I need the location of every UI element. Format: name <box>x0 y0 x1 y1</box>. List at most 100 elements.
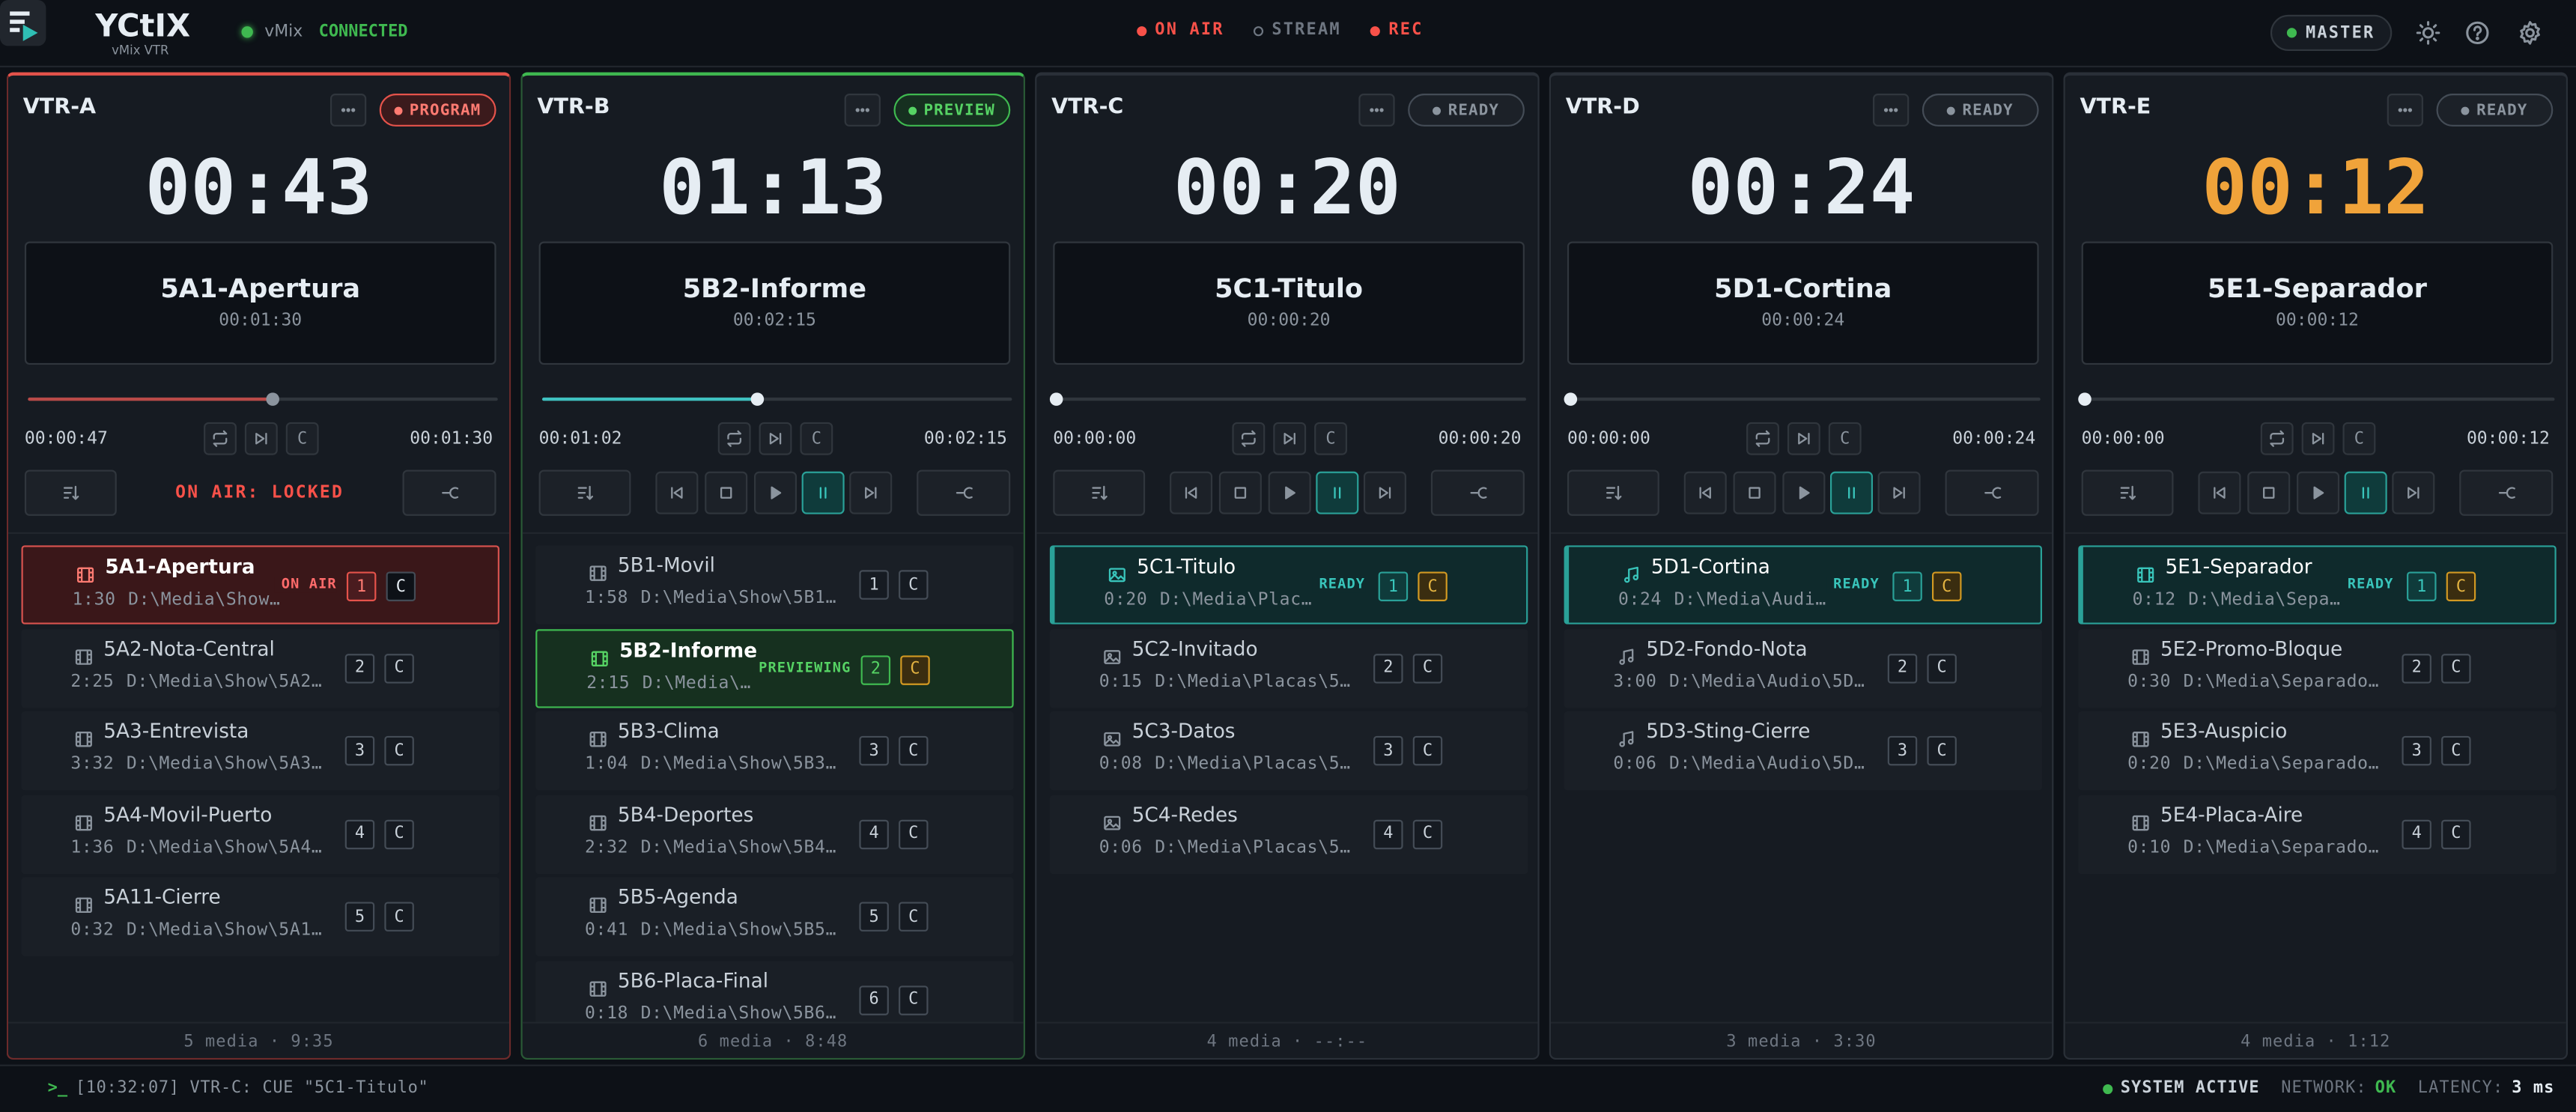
skip-button[interactable] <box>1363 471 1406 514</box>
playlist-item[interactable]: 5E3-Auspicio 0:20 D:\Media\Separado… 3 C <box>2078 711 2557 791</box>
progress-thumb[interactable] <box>1049 392 1063 406</box>
playlist-item[interactable]: 5E2-Promo-Bloque 0:30 D:\Media\Separado… 2 C <box>2078 628 2557 708</box>
item-cue-button[interactable]: C <box>2441 818 2471 849</box>
prev-button[interactable] <box>1170 471 1213 514</box>
item-cue-button[interactable]: C <box>899 985 929 1015</box>
playlist-item[interactable]: 5B3-Clima 1:04 D:\Media\Show\5B3… 3 C <box>535 711 1014 791</box>
prev-button[interactable] <box>1683 471 1727 514</box>
queue-button[interactable] <box>1053 470 1146 516</box>
skip-button[interactable] <box>244 422 278 455</box>
playlist-item[interactable]: 5E4-Placa-Aire 0:10 D:\Media\Separado… 4 C <box>2078 794 2557 874</box>
playlist-item[interactable]: 5C1-Titulo 0:20 D:\Media\Plac… READY 1 C <box>1049 545 1528 625</box>
item-cue-button[interactable]: C <box>1418 571 1448 601</box>
item-cue-button[interactable]: C <box>1927 653 1957 683</box>
item-cue-button[interactable]: C <box>899 818 929 849</box>
cut-button[interactable] <box>402 470 496 516</box>
item-cue-button[interactable]: C <box>1412 653 1443 683</box>
item-cue-button[interactable]: C <box>1412 735 1443 766</box>
item-cue-button[interactable]: C <box>1412 818 1443 849</box>
cut-button[interactable] <box>2459 470 2554 516</box>
prev-button[interactable] <box>2198 471 2241 514</box>
menu-button[interactable] <box>1873 94 1910 127</box>
stop-button[interactable] <box>1218 471 1262 514</box>
progress-thumb[interactable] <box>267 392 280 406</box>
theme-button[interactable] <box>2415 19 2441 46</box>
item-cue-button[interactable]: C <box>899 570 929 600</box>
playlist-item[interactable]: 5C2-Invitado 0:15 D:\Media\Placas\5… 2 C <box>1049 628 1528 708</box>
cut-button[interactable] <box>1945 470 2039 516</box>
play-button[interactable] <box>1782 471 1826 514</box>
cue-button[interactable]: C <box>1314 422 1347 455</box>
item-cue-button[interactable]: C <box>384 902 414 932</box>
playlist-item[interactable]: 5B1-Movil 1:58 D:\Media\Show\5B1… 1 C <box>535 545 1014 625</box>
skip-button[interactable] <box>2392 471 2435 514</box>
skip-button[interactable] <box>2301 422 2335 455</box>
skip-button[interactable] <box>759 422 792 455</box>
loop-button[interactable] <box>1746 422 1779 455</box>
cue-button[interactable]: C <box>800 422 833 455</box>
stop-button[interactable] <box>2247 471 2291 514</box>
playlist-item[interactable]: 5B5-Agenda 0:41 D:\Media\Show\5B5… 5 C <box>535 877 1014 956</box>
playlist-item[interactable]: 5B4-Deportes 2:32 D:\Media\Show\5B4… 4 C <box>535 794 1014 874</box>
skip-button[interactable] <box>1273 422 1307 455</box>
playlist-item[interactable]: 5A11-Cierre 0:32 D:\Media\Show\5A1… 5 C <box>21 877 499 956</box>
queue-button[interactable] <box>538 470 631 516</box>
menu-button[interactable] <box>844 94 881 127</box>
playlist-item[interactable]: 5A3-Entrevista 3:32 D:\Media\Show\5A3… 3 C <box>21 711 499 791</box>
cue-button[interactable]: C <box>2342 422 2376 455</box>
item-cue-button[interactable]: C <box>1927 735 1957 766</box>
item-cue-button[interactable]: C <box>386 571 416 601</box>
skip-button[interactable] <box>849 471 893 514</box>
item-cue-button[interactable]: C <box>900 654 930 684</box>
menu-button[interactable] <box>2387 94 2423 127</box>
menu-button[interactable] <box>329 94 367 127</box>
progress-thumb[interactable] <box>1564 392 1578 406</box>
skip-button[interactable] <box>1787 422 1820 455</box>
item-cue-button[interactable]: C <box>2441 735 2471 766</box>
cut-button[interactable] <box>1430 470 1525 516</box>
cut-button[interactable] <box>917 470 1011 516</box>
stop-button[interactable] <box>705 471 748 514</box>
queue-button[interactable] <box>24 470 117 516</box>
item-cue-button[interactable]: C <box>1932 571 1962 601</box>
settings-button[interactable] <box>2517 19 2543 46</box>
playlist-item[interactable]: 5B2-Informe 2:15 D:\Media\… PREVIEWING 2 C <box>535 628 1014 708</box>
item-cue-button[interactable]: C <box>2441 653 2471 683</box>
playlist-item[interactable]: 5D3-Sting-Cierre 0:06 D:\Media\Audio\5D… 3 C <box>1564 711 2042 791</box>
cue-button[interactable]: C <box>1828 422 1862 455</box>
item-cue-button[interactable]: C <box>384 818 414 849</box>
pause-button[interactable] <box>1829 471 1874 514</box>
loop-button[interactable] <box>204 422 237 455</box>
queue-button[interactable] <box>2081 470 2174 516</box>
item-cue-button[interactable]: C <box>384 735 414 766</box>
playlist-item[interactable]: 5E1-Separador 0:12 D:\Media\Sepa… READY 1 C <box>2078 545 2557 625</box>
item-cue-button[interactable]: C <box>899 735 929 766</box>
pause-button[interactable] <box>801 471 845 514</box>
loop-button[interactable] <box>2260 422 2294 455</box>
queue-button[interactable] <box>1567 470 1659 516</box>
playlist-item[interactable]: 5B6-Placa-Final 0:18 D:\Media\Show\5B6… 6 C <box>535 960 1014 1022</box>
pause-button[interactable] <box>2344 471 2387 514</box>
playlist-item[interactable]: 5C4-Redes 0:06 D:\Media\Placas\5… 4 C <box>1049 794 1528 874</box>
playlist-item[interactable]: 5C3-Datos 0:08 D:\Media\Placas\5… 3 C <box>1049 711 1528 791</box>
skip-button[interactable] <box>1877 471 1921 514</box>
playlist-item[interactable]: 5A1-Apertura 1:30 D:\Media\Show… ON AIR 1 C <box>21 545 499 625</box>
playlist-item[interactable]: 5A4-Movil-Puerto 1:36 D:\Media\Show\5A4… 4 C <box>21 794 499 874</box>
loop-button[interactable] <box>717 422 751 455</box>
master-button[interactable]: MASTER <box>2270 14 2393 52</box>
item-cue-button[interactable]: C <box>384 653 414 683</box>
play-button[interactable] <box>753 471 798 514</box>
play-button[interactable] <box>2297 471 2340 514</box>
cue-button[interactable]: C <box>285 422 319 455</box>
play-button[interactable] <box>1268 471 1311 514</box>
stop-button[interactable] <box>1733 471 1776 514</box>
prev-button[interactable] <box>655 471 699 514</box>
help-button[interactable] <box>2464 19 2491 46</box>
item-cue-button[interactable]: C <box>2446 571 2476 601</box>
playlist-item[interactable]: 5A2-Nota-Central 2:25 D:\Media\Show\5A2… 2 C <box>21 628 499 708</box>
item-cue-button[interactable]: C <box>899 902 929 932</box>
playlist-item[interactable]: 5D2-Fondo-Nota 3:00 D:\Media\Audio\5D… 2 C <box>1564 628 2042 708</box>
pause-button[interactable] <box>1316 471 1359 514</box>
loop-button[interactable] <box>1232 422 1266 455</box>
progress-thumb[interactable] <box>2078 392 2092 406</box>
